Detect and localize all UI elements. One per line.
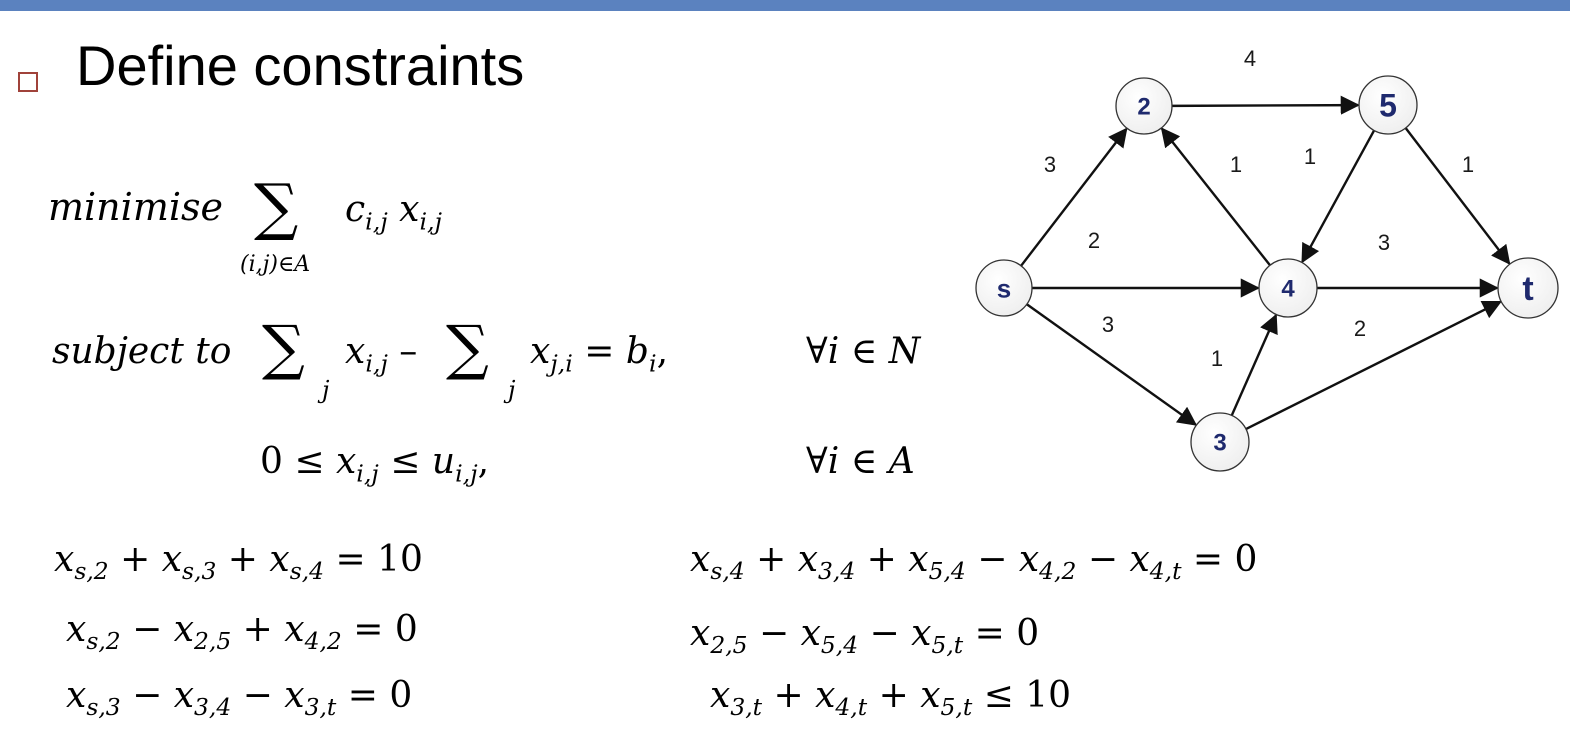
edge-weight-4-2: 1 — [1230, 152, 1242, 177]
edge-weight-5-t: 1 — [1462, 152, 1474, 177]
flow-out-sum-index: j — [322, 376, 330, 404]
forall-nodes: ∀i ∈ N — [806, 331, 921, 372]
edge-5-t — [1404, 127, 1511, 265]
node-circle-5 — [1358, 75, 1418, 135]
slide-title: Define constraints — [76, 34, 525, 97]
subject-to-keyword: subject to — [52, 331, 232, 372]
edge-weight-3-4: 1 — [1211, 346, 1223, 371]
flow-in-term: xj,i = bi, — [530, 331, 669, 378]
edge-3-4 — [1230, 313, 1278, 416]
edge-s-2 — [1020, 127, 1128, 267]
node-2: 2 — [1115, 77, 1173, 135]
edge-weight-s-2: 3 — [1044, 152, 1056, 177]
flow-in-sum-index: j — [508, 376, 516, 404]
node-circle-t — [1497, 257, 1559, 319]
node-circle-s — [975, 259, 1033, 317]
edge-5-4 — [1301, 129, 1376, 264]
objective-term: ci,j xi,j — [345, 189, 442, 236]
bullet-square-icon — [18, 72, 38, 92]
edge-weight-s-3: 3 — [1102, 312, 1114, 337]
node-circle-4 — [1258, 258, 1318, 318]
objective-sum-index: (i,j)∈A — [240, 252, 311, 277]
equation-node-4: xs,4 + x3,4 + x5,4 − x4,2 − x4,t = 0 — [690, 539, 1258, 586]
node-label-4: 4 — [1281, 276, 1295, 303]
edge-weight-4-t: 3 — [1378, 230, 1390, 255]
network-graph: 3 2 3 4 1 1 1 3 1 2 s 2 3 4 5 t — [975, 46, 1559, 472]
edge-weight-2-5: 4 — [1244, 46, 1256, 71]
edge-3-t — [1245, 300, 1502, 431]
edge-2-5 — [1171, 95, 1360, 115]
node-s: s — [975, 259, 1033, 317]
equation-node-3: xs,3 − x3,4 − x3,t = 0 — [66, 675, 413, 722]
equation-node-5: x2,5 − x5,4 − x5,t = 0 — [690, 613, 1040, 660]
node-t: t — [1497, 257, 1559, 319]
node-4: 4 — [1258, 258, 1318, 318]
node-label-5: 5 — [1379, 88, 1397, 124]
top-accent-bar — [0, 0, 1570, 11]
flow-out-term: xi,j – — [345, 331, 418, 378]
edge-4-2 — [1160, 127, 1271, 267]
capacity-constraint: 0 ≤ xi,j ≤ ui,j, — [260, 441, 490, 488]
node-5: 5 — [1358, 75, 1418, 135]
edge-weight-3-t: 2 — [1354, 316, 1366, 341]
node-label-3: 3 — [1213, 430, 1226, 457]
edge-s-3 — [1026, 303, 1198, 426]
node-circle-2 — [1115, 77, 1173, 135]
node-3: 3 — [1190, 412, 1250, 472]
objective-keyword: minimise — [48, 185, 223, 229]
equation-node-2: xs,2 − x2,5 + x4,2 = 0 — [66, 609, 418, 656]
node-label-s: s — [997, 273, 1011, 303]
node-label-2: 2 — [1137, 94, 1150, 121]
flow-in-sigma-icon: ∑ — [446, 313, 489, 383]
equation-source-outflow: xs,2 + xs,3 + xs,4 = 10 — [54, 539, 423, 586]
node-label-t: t — [1522, 270, 1533, 308]
node-circle-3 — [1190, 412, 1250, 472]
flow-out-sigma-icon: ∑ — [262, 313, 305, 383]
edge-weight-5-4: 1 — [1304, 144, 1316, 169]
forall-arcs: ∀i ∈ A — [806, 441, 915, 482]
equation-sink-inflow: x3,t + x4,t + x5,t ≤ 10 — [710, 675, 1072, 722]
edge-weight-s-4: 2 — [1088, 228, 1100, 253]
objective-sigma-icon: ∑ — [254, 170, 299, 243]
